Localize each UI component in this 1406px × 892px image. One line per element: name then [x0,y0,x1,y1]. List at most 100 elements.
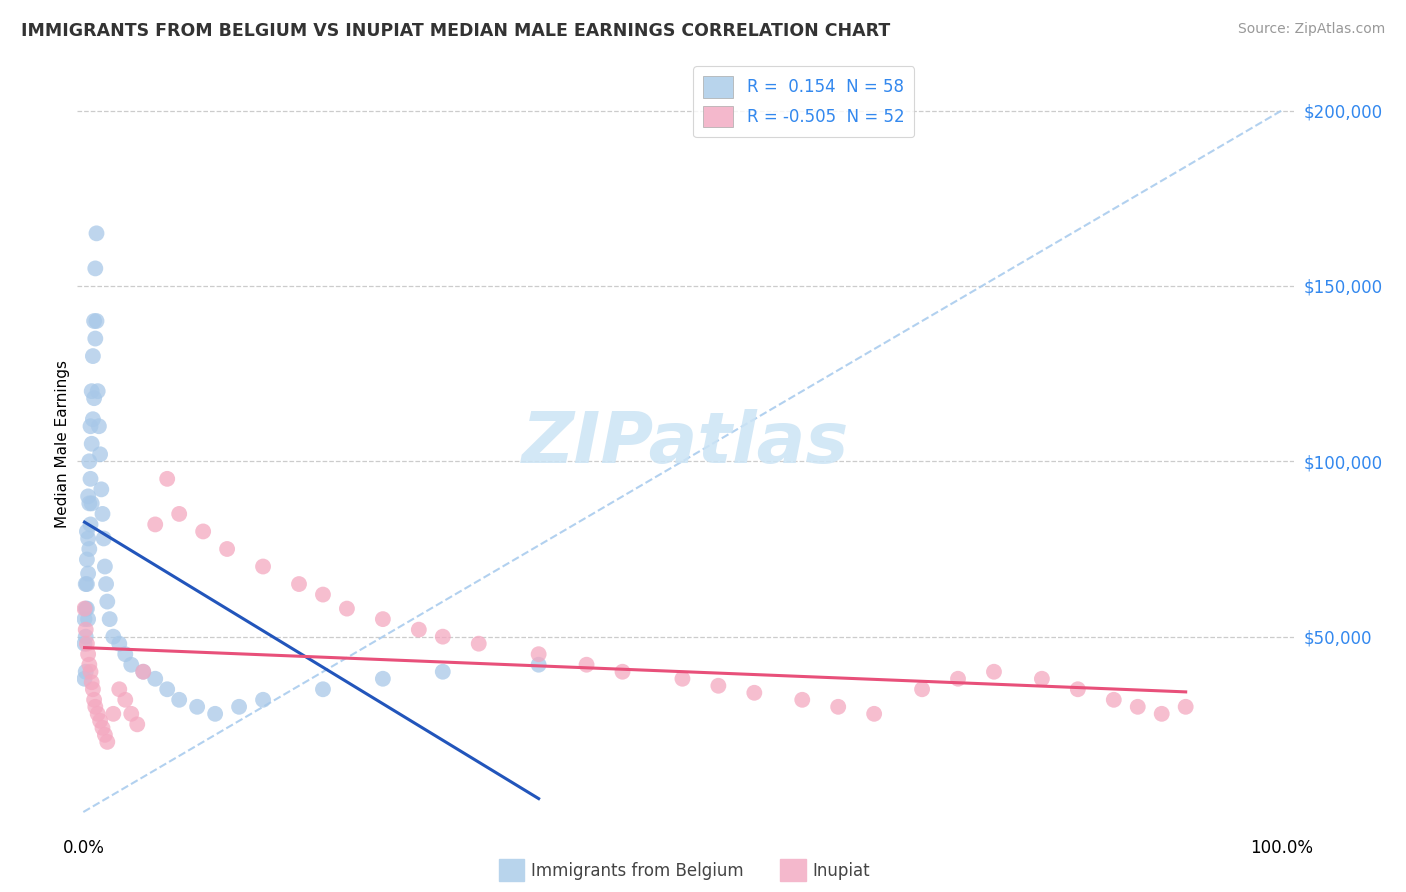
Point [76,524,98,539]
Point [467,637,489,651]
Point [911,682,934,697]
Point [80,675,103,690]
Point [82,349,104,363]
Point [84,699,107,714]
Point [103,706,125,721]
Point [432,665,454,679]
Point [312,682,335,697]
Point [86,314,108,328]
Point [94,559,117,574]
Point [93,532,115,546]
Point [167,507,190,521]
Point [217,541,239,556]
Point [408,623,430,637]
Point [77,647,100,661]
Point [167,693,190,707]
Point [91,721,114,735]
Point [80,496,103,510]
Point [371,672,394,686]
Point [73,672,96,686]
Point [336,601,359,615]
Point [127,717,149,731]
Point [744,686,766,700]
Point [79,496,101,510]
Point [87,419,110,434]
Point [1102,693,1125,707]
Point [75,601,97,615]
Point [671,672,693,686]
Point [79,517,101,532]
Point [79,665,101,679]
Point [79,541,101,556]
Point [76,552,98,566]
Point [73,612,96,626]
Point [80,384,103,399]
Point [132,665,155,679]
Point [90,483,112,497]
Point [108,682,131,697]
Point [96,594,118,608]
Point [156,682,179,697]
Point [86,384,108,399]
Point [91,507,114,521]
Point [96,735,118,749]
Point [83,391,105,405]
Point [83,693,105,707]
Point [827,699,849,714]
Point [89,447,111,461]
Point [120,706,142,721]
Point [371,612,394,626]
Point [946,672,969,686]
Point [143,672,166,686]
Point [77,612,100,626]
Point [79,454,101,468]
Point [79,657,101,672]
Text: IMMIGRANTS FROM BELGIUM VS INUPIAT MEDIAN MALE EARNINGS CORRELATION CHART: IMMIGRANTS FROM BELGIUM VS INUPIAT MEDIA… [21,22,890,40]
Text: Immigrants from Belgium: Immigrants from Belgium [531,862,744,880]
Point [527,657,550,672]
Point [94,577,117,591]
Point [75,577,97,591]
Point [792,693,814,707]
Point [228,699,250,714]
Point [75,665,97,679]
Text: Inupiat: Inupiat [813,862,870,880]
Point [132,665,155,679]
Point [79,419,101,434]
Point [75,630,97,644]
Text: ZIPatlas: ZIPatlas [522,409,849,478]
Point [82,682,104,697]
Point [1031,672,1053,686]
Point [75,623,97,637]
Y-axis label: Median Male Earnings: Median Male Earnings [55,359,70,528]
Point [707,679,730,693]
Point [114,693,136,707]
Point [1174,699,1197,714]
Point [527,647,550,661]
Point [84,332,107,346]
Point [432,630,454,644]
Point [77,532,100,546]
Point [83,314,105,328]
Point [1126,699,1149,714]
Point [1150,706,1173,721]
Text: Source: ZipAtlas.com: Source: ZipAtlas.com [1237,22,1385,37]
Point [73,601,96,615]
Point [252,559,274,574]
Point [76,601,98,615]
Point [76,577,98,591]
Point [983,665,1005,679]
Point [79,472,101,486]
Point [204,706,226,721]
Point [575,657,598,672]
Point [108,637,131,651]
Point [312,588,335,602]
Point [82,412,104,426]
Point [103,630,125,644]
Point [86,227,108,241]
Point [191,524,214,539]
Point [1067,682,1090,697]
Point [863,706,886,721]
Point [73,637,96,651]
Point [186,699,208,714]
